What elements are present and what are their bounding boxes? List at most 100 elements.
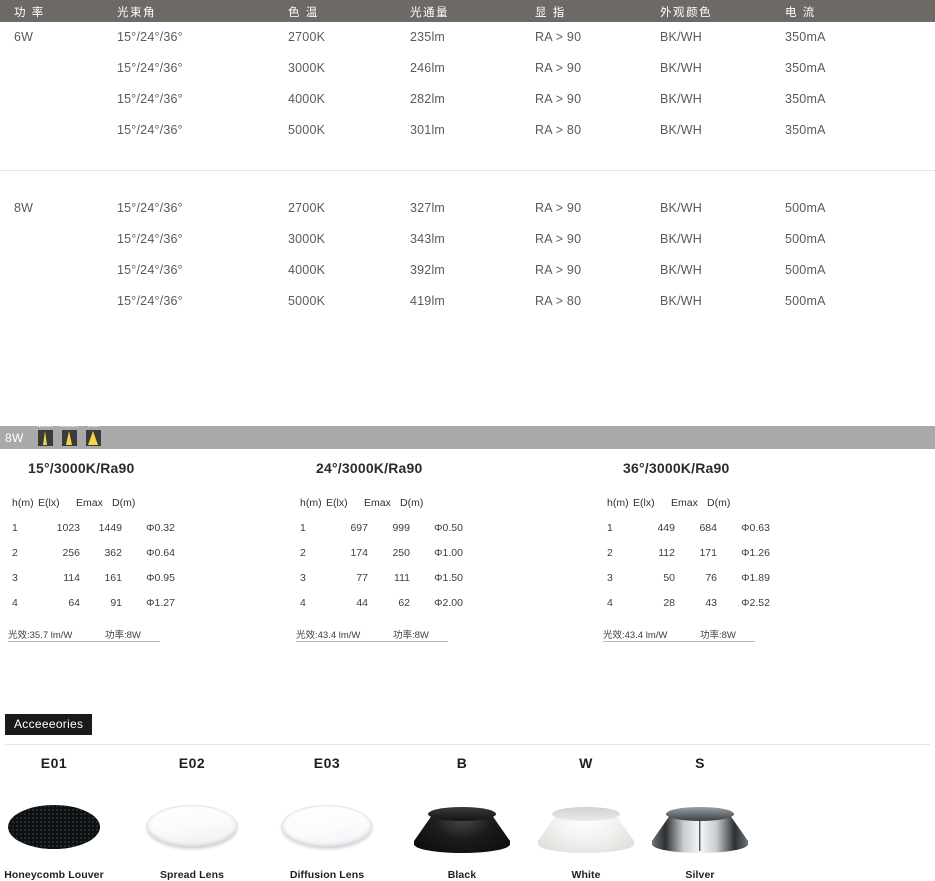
photometric-title: 24°/3000K/Ra90: [316, 460, 423, 476]
accessory-name: Black: [447, 869, 477, 881]
spec-column-header: 显 指: [535, 7, 566, 19]
spec-cell-cct: 2700K: [288, 201, 326, 215]
photometric-cell-emax: 91: [110, 597, 122, 609]
spec-cell-beam: 15°/24°/36°: [117, 263, 183, 277]
accessory-code: E01: [40, 755, 68, 771]
rated-power-value: 功率:8W: [700, 630, 736, 641]
accessory-item-e02[interactable]: E02 Spread Lens: [122, 755, 262, 881]
photometric-cell-e: 256: [62, 547, 80, 559]
photometric-cell-emax: 161: [104, 572, 122, 584]
photometric-column-header: E(lx): [633, 497, 655, 509]
accessory-name: White: [571, 869, 601, 881]
lens-icon: [146, 805, 238, 849]
beam-narrow-icon: Narrow: [36, 423, 54, 446]
spec-cell-beam: 15°/24°/36°: [117, 61, 183, 75]
spec-cell-current: 500mA: [785, 263, 826, 277]
spec-cell-cri: RA > 90: [535, 92, 582, 106]
beam-swatch: [61, 430, 77, 446]
table-row: 8W 15°/24°/36° 2700K 327lm RA > 90 BK/WH 500mA: [0, 193, 935, 224]
accessory-image: [392, 799, 532, 861]
spec-column-header: 功 率: [14, 7, 45, 19]
beam-banner-power-label: 8W: [5, 431, 24, 445]
photometric-cell-emax: 111: [394, 572, 410, 584]
photometric-cell-e: 174: [350, 547, 368, 559]
table-row: 15°/24°/36° 4000K 282lm RA > 90 BK/WH 350mA: [0, 84, 935, 115]
photometric-cell-emax: 250: [392, 547, 410, 559]
reflector-cone-icon: [414, 807, 510, 853]
photometric-table: h(m) E(lx) Emax D(m) 1 449 684 Φ0.63 2 112 171 Φ1.2…: [595, 497, 895, 625]
table-row: 15°/24°/36° 5000K 419lm RA > 80 BK/WH 500mA: [0, 286, 935, 317]
accessory-item-e01[interactable]: E01 Honeycomb Louver: [0, 755, 124, 881]
photometric-cell-e: 77: [356, 572, 368, 584]
photometric-footer-rule: [8, 641, 160, 642]
spec-column-header: 光束角: [117, 7, 156, 19]
photometric-footer-rule: [603, 641, 755, 642]
photometric-cell-emax: 76: [705, 572, 717, 584]
spec-cell-cri: RA > 90: [535, 201, 582, 215]
photometric-cell-d: Φ0.63: [741, 522, 770, 534]
accessory-name: Silver: [685, 869, 715, 881]
accessory-item-s[interactable]: S Silver: [630, 755, 770, 881]
spec-cell-flux: 419lm: [410, 294, 446, 308]
light-cone-icon: [66, 431, 72, 445]
photometric-cell-d: Φ1.26: [741, 547, 770, 559]
photometric-cell-d: Φ2.00: [434, 597, 463, 609]
photometric-cell-h: 1: [607, 522, 613, 534]
photometric-column-header: h(m): [607, 497, 629, 509]
photometric-cell-d: Φ1.50: [434, 572, 463, 584]
luminous-efficacy-value: 光效:43.4 lm/W: [296, 630, 361, 641]
accessory-code: W: [579, 755, 593, 771]
photometric-block: 24°/3000K/Ra90 h(m) E(lx) Emax D(m) 1 697 999 Φ0…: [288, 460, 588, 643]
photometric-column-header: E(lx): [326, 497, 348, 509]
spec-cell-flux: 392lm: [410, 263, 446, 277]
table-row: 15°/24°/36° 5000K 301lm RA > 80 BK/WH 350mA: [0, 115, 935, 146]
photometric-table: h(m) E(lx) Emax D(m) 1 697 999 Φ0.50 2 174 250 Φ1.0…: [288, 497, 588, 625]
accessory-item-e03[interactable]: E03 Diffusion Lens: [257, 755, 397, 881]
beam-icon-label: Narrow: [36, 423, 54, 429]
rated-power-value: 功率:8W: [393, 630, 429, 641]
photometric-cell-e: 64: [68, 597, 80, 609]
photometric-column-header: Emax: [364, 497, 391, 509]
spec-group-divider: [0, 170, 935, 171]
spec-cell-cri: RA > 90: [535, 232, 582, 246]
photometric-column-header: Emax: [76, 497, 103, 509]
photometric-cell-emax: 999: [392, 522, 410, 534]
spec-cell-color: BK/WH: [660, 201, 702, 215]
photometric-cell-h: 2: [607, 547, 613, 559]
table-row: 15°/24°/36° 3000K 343lm RA > 90 BK/WH 500mA: [0, 224, 935, 255]
photometric-column-header: D(m): [112, 497, 136, 509]
spec-cell-color: BK/WH: [660, 294, 702, 308]
spec-cell-flux: 246lm: [410, 61, 446, 75]
accessory-item-w[interactable]: W White: [516, 755, 656, 881]
photometric-block: 36°/3000K/Ra90 h(m) E(lx) Emax D(m) 1 449 684 Φ0…: [595, 460, 895, 643]
photometric-cell-d: Φ0.95: [146, 572, 175, 584]
table-row: 6W 15°/24°/36° 2700K 235lm RA > 90 BK/WH 350mA: [0, 22, 935, 53]
luminous-efficacy-value: 光效:35.7 lm/W: [8, 630, 73, 641]
cone-rim: [428, 807, 496, 821]
spec-cell-beam: 15°/24°/36°: [117, 123, 183, 137]
spec-column-header: 外观颜色: [660, 7, 712, 19]
spec-cell-beam: 15°/24°/36°: [117, 30, 183, 44]
accessory-code: B: [456, 755, 468, 771]
accessory-item-b[interactable]: B Black: [392, 755, 532, 881]
photometric-cell-d: Φ1.00: [434, 547, 463, 559]
spec-cell-beam: 15°/24°/36°: [117, 232, 183, 246]
light-cone-icon: [88, 431, 98, 445]
spec-cell-power: 6W: [14, 30, 34, 44]
photometric-cell-h: 4: [300, 597, 306, 609]
spec-cell-cri: RA > 90: [535, 61, 582, 75]
beam-icon-label: Wide: [87, 423, 99, 429]
spec-cell-cct: 5000K: [288, 294, 326, 308]
photometric-column-header: Emax: [671, 497, 698, 509]
reflector-cone-icon: [538, 807, 634, 853]
beam-angle-banner: 8W Narrow Medium Wide: [0, 423, 935, 449]
spec-cell-color: BK/WH: [660, 123, 702, 137]
accessory-image: [122, 799, 262, 861]
photometric-column-header: h(m): [300, 497, 322, 509]
spec-cell-cct: 4000K: [288, 92, 326, 106]
photometric-cell-emax: 171: [699, 547, 717, 559]
cone-body: [538, 816, 634, 853]
photometric-cell-d: Φ0.64: [146, 547, 175, 559]
photometric-cell-d: Φ1.89: [741, 572, 770, 584]
photometric-column-header: E(lx): [38, 497, 60, 509]
